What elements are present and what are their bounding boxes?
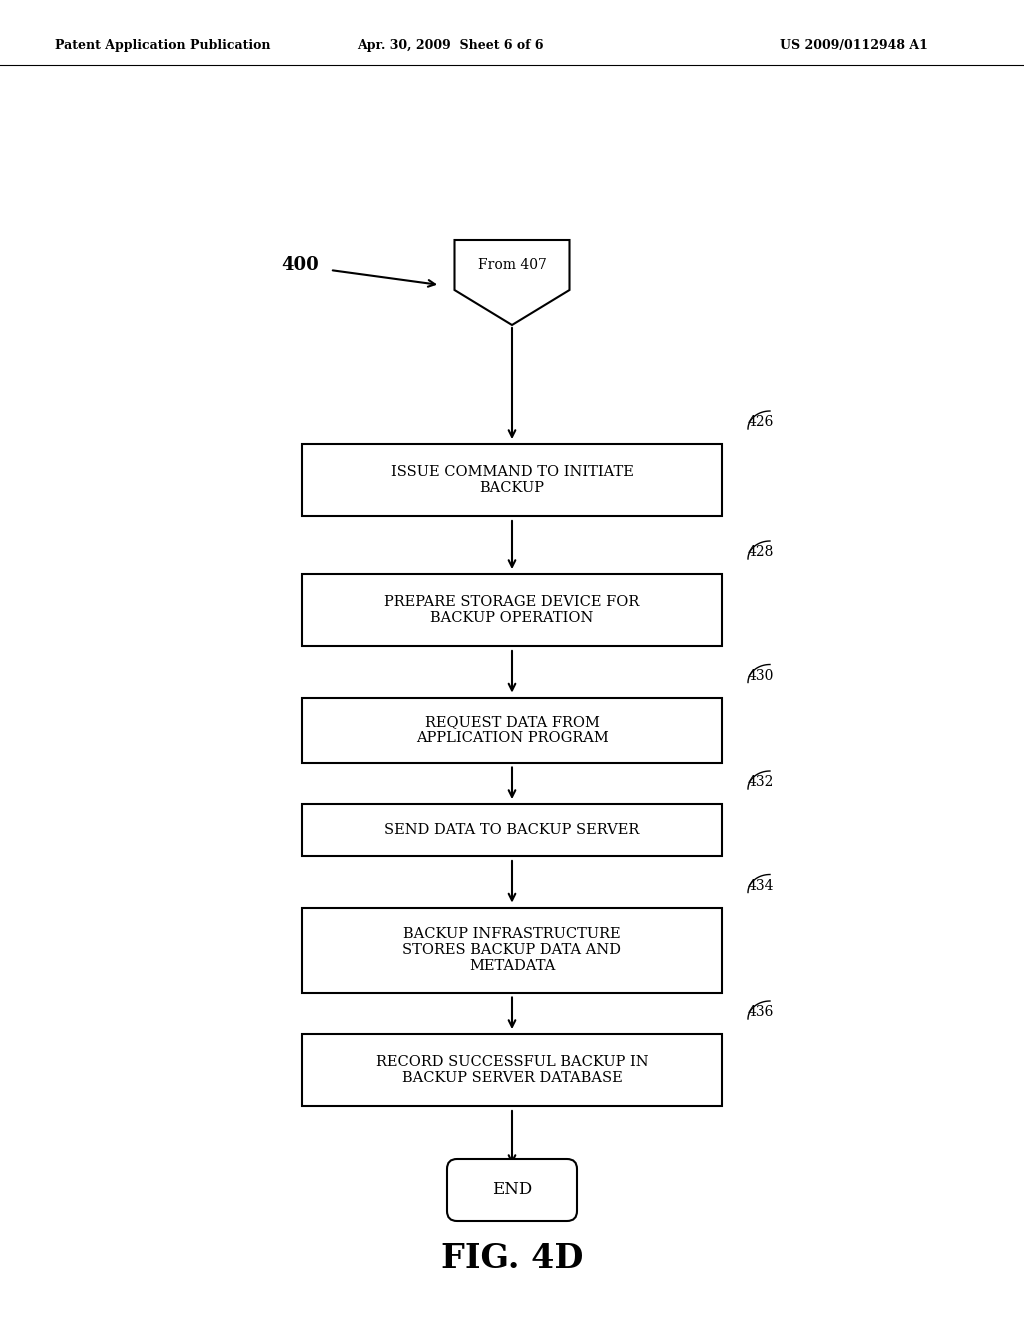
FancyBboxPatch shape	[447, 1159, 577, 1221]
Bar	[302, 908, 722, 993]
Text: 436: 436	[748, 1005, 774, 1019]
Text: Patent Application Publication: Patent Application Publication	[55, 38, 270, 51]
Text: REQUEST DATA FROM
APPLICATION PROGRAM: REQUEST DATA FROM APPLICATION PROGRAM	[416, 715, 608, 744]
Bar	[302, 697, 722, 763]
Text: ISSUE COMMAND TO INITIATE
BACKUP: ISSUE COMMAND TO INITIATE BACKUP	[390, 465, 634, 495]
Text: 430: 430	[748, 668, 774, 682]
Text: 426: 426	[748, 414, 774, 429]
Text: FIG. 4D: FIG. 4D	[440, 1242, 584, 1275]
Text: BACKUP INFRASTRUCTURE
STORES BACKUP DATA AND
METADATA: BACKUP INFRASTRUCTURE STORES BACKUP DATA…	[402, 927, 622, 973]
Text: 434: 434	[748, 879, 774, 892]
Text: From 407: From 407	[477, 257, 547, 272]
Text: PREPARE STORAGE DEVICE FOR
BACKUP OPERATION: PREPARE STORAGE DEVICE FOR BACKUP OPERAT…	[384, 595, 640, 626]
Text: Apr. 30, 2009  Sheet 6 of 6: Apr. 30, 2009 Sheet 6 of 6	[356, 38, 544, 51]
Text: SEND DATA TO BACKUP SERVER: SEND DATA TO BACKUP SERVER	[384, 822, 640, 837]
Bar	[302, 804, 722, 855]
Bar	[302, 1034, 722, 1106]
Text: 428: 428	[748, 545, 774, 558]
Polygon shape	[455, 240, 569, 325]
Bar	[302, 444, 722, 516]
Text: US 2009/0112948 A1: US 2009/0112948 A1	[780, 38, 928, 51]
Bar	[302, 574, 722, 645]
Text: 432: 432	[748, 775, 774, 789]
Text: RECORD SUCCESSFUL BACKUP IN
BACKUP SERVER DATABASE: RECORD SUCCESSFUL BACKUP IN BACKUP SERVE…	[376, 1055, 648, 1085]
Text: END: END	[492, 1181, 532, 1199]
Text: 400: 400	[282, 256, 318, 275]
